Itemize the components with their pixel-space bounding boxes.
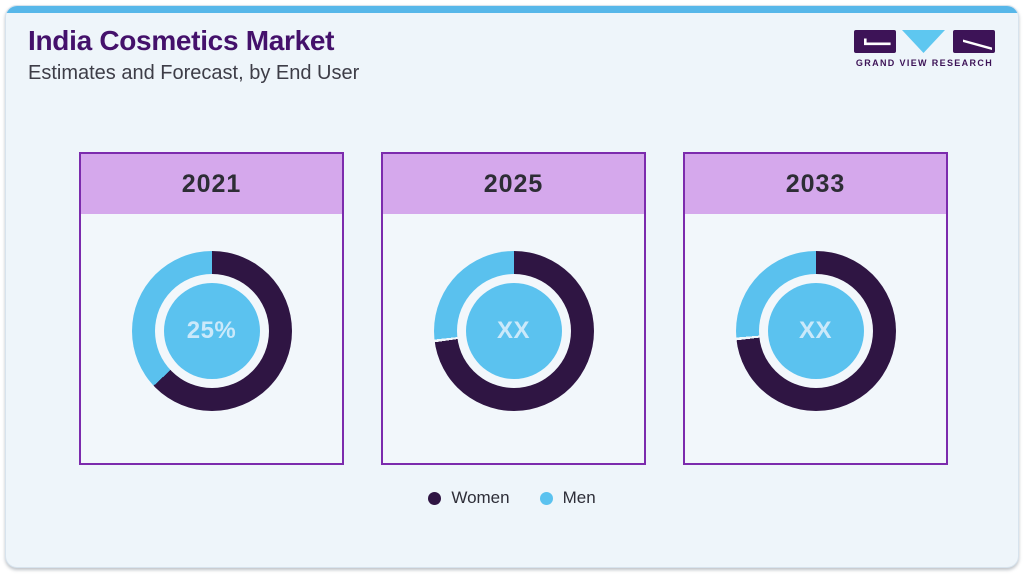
year-label: 2025 [483,169,544,198]
donut-cards: 2021 25% 2025 XX [79,152,948,465]
donut-center-value: 25% [186,317,237,344]
brand-logo: GRAND VIEW RESEARCH [854,30,995,68]
page-subtitle: Estimates and Forecast, by End User [28,62,360,84]
donut-center-value: XX [798,317,832,344]
donut-center-value: XX [496,317,530,344]
legend-label-men: Men [562,488,596,507]
donut-center-circle: 25% [163,283,260,379]
donut-chart-2033: XX [735,251,896,411]
year-label: 2033 [785,169,846,198]
year-card-body: 25% [81,251,342,500]
year-label: 2021 [181,169,242,198]
year-card-body: XX [685,251,946,500]
header: India Cosmetics Market Estimates and For… [28,25,359,85]
year-card-2021: 2021 25% [79,152,344,465]
year-card-2025: 2025 XX [381,152,646,465]
donut-chart-2021: 25% [131,251,292,411]
women-legend-dot-icon [428,491,442,505]
men-legend-dot-icon [539,491,553,505]
year-card-body: XX [383,251,644,500]
donut-center-circle: XX [465,283,562,379]
content-panel: India Cosmetics Market Estimates and For… [5,5,1019,568]
legend-label-women: Women [451,488,510,507]
year-card-header: 2021 [81,154,342,214]
chart-legend: Women Men [6,488,1018,508]
gvr-logo-icon [854,30,995,53]
brand-name: GRAND VIEW RESEARCH [855,58,994,68]
year-card-header: 2025 [383,154,644,214]
legend-item-women: Women [428,488,510,508]
top-accent-bar [6,6,1018,13]
page-title: India Cosmetics Market [28,25,335,56]
donut-chart-2025: XX [433,251,594,411]
legend-item-men: Men [539,488,596,508]
year-card-header: 2033 [685,154,946,214]
donut-center-circle: XX [767,283,864,379]
year-card-2033: 2033 XX [683,152,948,465]
